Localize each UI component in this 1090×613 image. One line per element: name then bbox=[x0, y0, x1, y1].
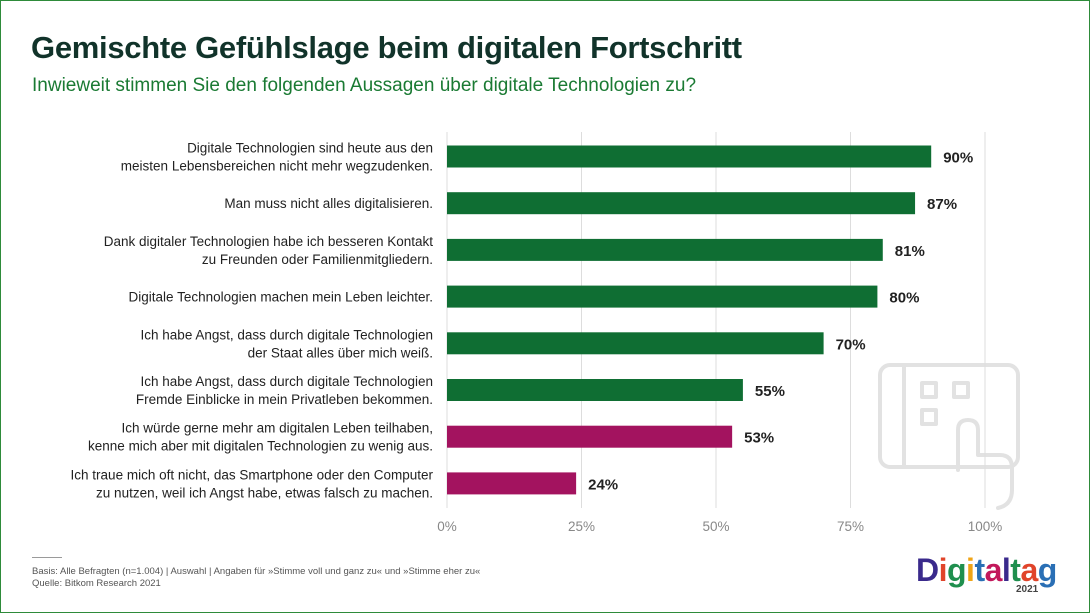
data-label: 55% bbox=[755, 383, 785, 400]
category-label: Ich habe Angst, dass durch digitale Tech… bbox=[141, 327, 433, 360]
logo-letter: g bbox=[947, 552, 967, 588]
bar bbox=[447, 238, 883, 261]
bar bbox=[447, 192, 916, 215]
bar bbox=[447, 285, 878, 308]
category-label: Man muss nicht alles digitalisieren. bbox=[224, 196, 433, 211]
logo-letter: l bbox=[1001, 552, 1011, 588]
category-label: Ich traue mich oft nicht, das Smartphone… bbox=[71, 467, 434, 500]
bar bbox=[447, 145, 932, 168]
category-label: Ich würde gerne mehr am digitalen Leben … bbox=[88, 421, 433, 454]
digitaltag-logo: Digitaltag bbox=[916, 552, 1057, 588]
data-label: 80% bbox=[889, 290, 919, 307]
bar bbox=[447, 425, 733, 448]
bar bbox=[447, 379, 743, 401]
x-tick-label: 100% bbox=[968, 519, 1003, 534]
logo-letter: i bbox=[966, 552, 975, 588]
chart-title: Gemischte Gefühlslage beim digitalen For… bbox=[31, 30, 742, 65]
logo-year: 2021 bbox=[1016, 584, 1039, 595]
footnote: Basis: Alle Befragten (n=1.004) | Auswah… bbox=[32, 566, 480, 590]
category-label: Digitale Technologien sind heute aus den… bbox=[121, 141, 433, 174]
logo-letter: D bbox=[916, 552, 939, 588]
x-tick-label: 50% bbox=[702, 519, 729, 534]
footnote-basis: Basis: Alle Befragten (n=1.004) | Auswah… bbox=[32, 566, 481, 577]
data-label: 24% bbox=[588, 476, 618, 493]
logo-letter: a bbox=[984, 552, 1003, 588]
category-label: Digitale Technologien machen mein Leben … bbox=[129, 290, 433, 305]
data-label: 53% bbox=[744, 430, 774, 447]
tablet-touch-icon bbox=[878, 363, 1020, 510]
data-label: 70% bbox=[836, 336, 866, 353]
logo-letter: t bbox=[1010, 552, 1021, 588]
x-tick-label: 75% bbox=[837, 519, 864, 534]
bar bbox=[447, 332, 824, 355]
logo-letter: t bbox=[974, 552, 985, 588]
bar bbox=[447, 472, 577, 495]
logo-letter: a bbox=[1020, 552, 1038, 588]
chart-subtitle: Inwieweit stimmen Sie den folgenden Auss… bbox=[32, 75, 697, 96]
footnote-rule bbox=[32, 557, 62, 558]
logo-letter: i bbox=[938, 552, 948, 588]
x-tick-label: 0% bbox=[437, 519, 457, 534]
footnote-source: Quelle: Bitkom Research 2021 bbox=[32, 578, 161, 589]
data-label: 90% bbox=[943, 150, 973, 167]
category-label: Ich habe Angst, dass durch digitale Tech… bbox=[136, 374, 433, 407]
data-label: 87% bbox=[927, 196, 957, 213]
x-tick-label: 25% bbox=[568, 519, 595, 534]
category-label: Dank digitaler Technologien habe ich bes… bbox=[104, 234, 433, 267]
data-label: 81% bbox=[895, 243, 925, 260]
logo-letter: g bbox=[1037, 552, 1058, 588]
